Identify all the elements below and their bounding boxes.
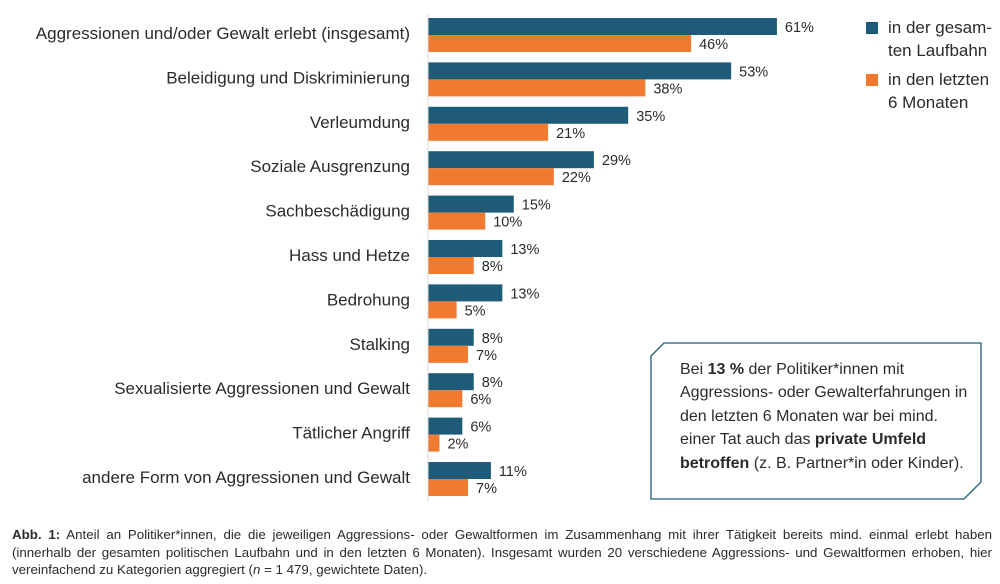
note-callout: Bei 13 % der Politiker*innen mit Aggress… <box>650 342 982 500</box>
category-label-andere-form-von-aggressionen-und-gewalt: andere Form von Aggressionen und Gewalt <box>82 468 410 487</box>
bar-last-6-months-beleidigung-und-diskriminierung <box>428 79 646 97</box>
bar-total-career-soziale-ausgrenzung <box>428 151 594 169</box>
bar-total-career-beleidigung-und-diskriminierung <box>428 62 732 80</box>
value-label-last-6-months: 7% <box>476 481 497 497</box>
legend-swatch-last-6-months <box>866 74 878 86</box>
bar-last-6-months-stalking <box>428 345 469 363</box>
bar-total-career-stalking <box>428 328 474 346</box>
figure-caption: Abb. 1: Anteil an Politiker*innen, die d… <box>12 526 992 579</box>
note-callout-border <box>650 342 982 500</box>
value-label-total-career: 11% <box>499 464 527 480</box>
value-label-last-6-months: 5% <box>465 303 486 319</box>
bar-last-6-months-soziale-ausgrenzung <box>428 168 554 186</box>
category-label-stalking: Stalking <box>350 335 410 354</box>
category-label-beleidigung-und-diskriminierung: Beleidigung und Diskriminierung <box>166 68 410 87</box>
bar-chart: Aggressionen und/oder Gewalt erlebt (ins… <box>36 14 814 503</box>
bar-last-6-months-sexualisierte-aggressionen-und-gewalt <box>428 390 463 408</box>
chart-legend: in der gesam- ten Laufbahn in den letzte… <box>866 16 1000 120</box>
legend-item-last-6-months: in den letzten 6 Monaten <box>866 68 1000 114</box>
bar-total-career-hass-und-hetze <box>428 240 503 257</box>
value-label-total-career: 13% <box>510 242 539 258</box>
value-label-total-career: 8% <box>482 375 503 391</box>
value-label-total-career: 29% <box>602 153 631 169</box>
bar-total-career-sexualisierte-aggressionen-und-gewalt <box>428 373 474 391</box>
value-label-last-6-months: 6% <box>470 392 491 408</box>
legend-label-last-6-months-line2: 6 Monaten <box>888 93 969 112</box>
note-highlight-percent: 13 % <box>707 361 745 378</box>
category-label-sexualisierte-aggressionen-und-gewalt: Sexualisierte Aggressionen und Gewalt <box>114 379 410 398</box>
note-text-part: der Politiker*innen mit Aggressions- ode… <box>680 361 968 449</box>
value-label-total-career: 61% <box>785 20 814 36</box>
note-text: Bei 13 % der Politiker*innen mit Aggress… <box>680 358 970 475</box>
category-label-aggressionen-und-oder-gewalt-erlebt-insgesamt: Aggressionen und/oder Gewalt erlebt (ins… <box>36 24 410 43</box>
category-label-tätlicher-angriff: Tätlicher Angriff <box>292 424 410 443</box>
value-label-last-6-months: 7% <box>476 348 497 364</box>
value-label-total-career: 15% <box>522 198 551 214</box>
bar-total-career-tätlicher-angriff <box>428 417 463 435</box>
value-label-total-career: 35% <box>636 109 665 125</box>
category-label-sachbeschädigung: Sachbeschädigung <box>265 202 410 221</box>
legend-label-last-6-months-line1: in den letzten <box>888 70 990 89</box>
category-label-hass-und-hetze: Hass und Hetze <box>289 246 410 265</box>
bar-total-career-bedrohung <box>428 284 503 302</box>
value-label-last-6-months: 38% <box>653 81 682 97</box>
legend-label-total-career-line2: ten Laufbahn <box>888 41 988 60</box>
note-highlight-private: private Umfeld betroffen <box>680 431 927 472</box>
bar-last-6-months-hass-und-hetze <box>428 257 474 274</box>
category-label-verleumdung: Verleumdung <box>310 113 410 132</box>
bar-last-6-months-aggressionen-und-oder-gewalt-erlebt-insgesamt <box>428 35 692 52</box>
bar-total-career-aggressionen-und-oder-gewalt-erlebt-insgesamt <box>428 18 777 35</box>
caption-n-symbol: n <box>252 562 261 578</box>
value-label-total-career: 13% <box>510 286 539 302</box>
value-label-total-career: 53% <box>739 64 768 80</box>
legend-item-total-career: in der gesam- ten Laufbahn <box>866 16 1000 62</box>
bar-last-6-months-tätlicher-angriff <box>428 434 440 452</box>
legend-swatch-total-career <box>866 22 878 34</box>
category-label-bedrohung: Bedrohung <box>327 290 410 309</box>
note-text-part: (z. B. Partner*in oder Kinder). <box>749 454 964 472</box>
bar-total-career-verleumdung <box>428 106 629 124</box>
value-label-last-6-months: 2% <box>447 437 468 453</box>
bar-total-career-sachbeschädigung <box>428 195 514 213</box>
value-label-last-6-months: 46% <box>699 37 728 53</box>
bar-total-career-andere-form-von-aggressionen-und-gewalt <box>428 462 491 479</box>
value-label-total-career: 6% <box>470 420 491 436</box>
caption-text: Anteil an Politiker*innen, die die jewei… <box>12 527 993 578</box>
category-label-soziale-ausgrenzung: Soziale Ausgrenzung <box>250 157 410 176</box>
value-label-last-6-months: 8% <box>482 259 503 275</box>
caption-text-end: = 1 479, gewichtete Daten). <box>260 562 428 578</box>
value-label-last-6-months: 10% <box>493 215 522 231</box>
caption-label: Abb. 1: <box>12 527 61 542</box>
bar-last-6-months-andere-form-von-aggressionen-und-gewalt <box>428 479 469 496</box>
value-label-last-6-months: 21% <box>556 126 585 142</box>
value-label-last-6-months: 22% <box>562 170 591 186</box>
bar-last-6-months-verleumdung <box>428 123 549 141</box>
value-label-total-career: 8% <box>482 331 503 347</box>
note-text-part: Bei <box>680 361 708 378</box>
bar-last-6-months-bedrohung <box>428 301 457 319</box>
bar-last-6-months-sachbeschädigung <box>428 212 486 230</box>
legend-label-total-career-line1: in der gesam- <box>888 18 992 37</box>
